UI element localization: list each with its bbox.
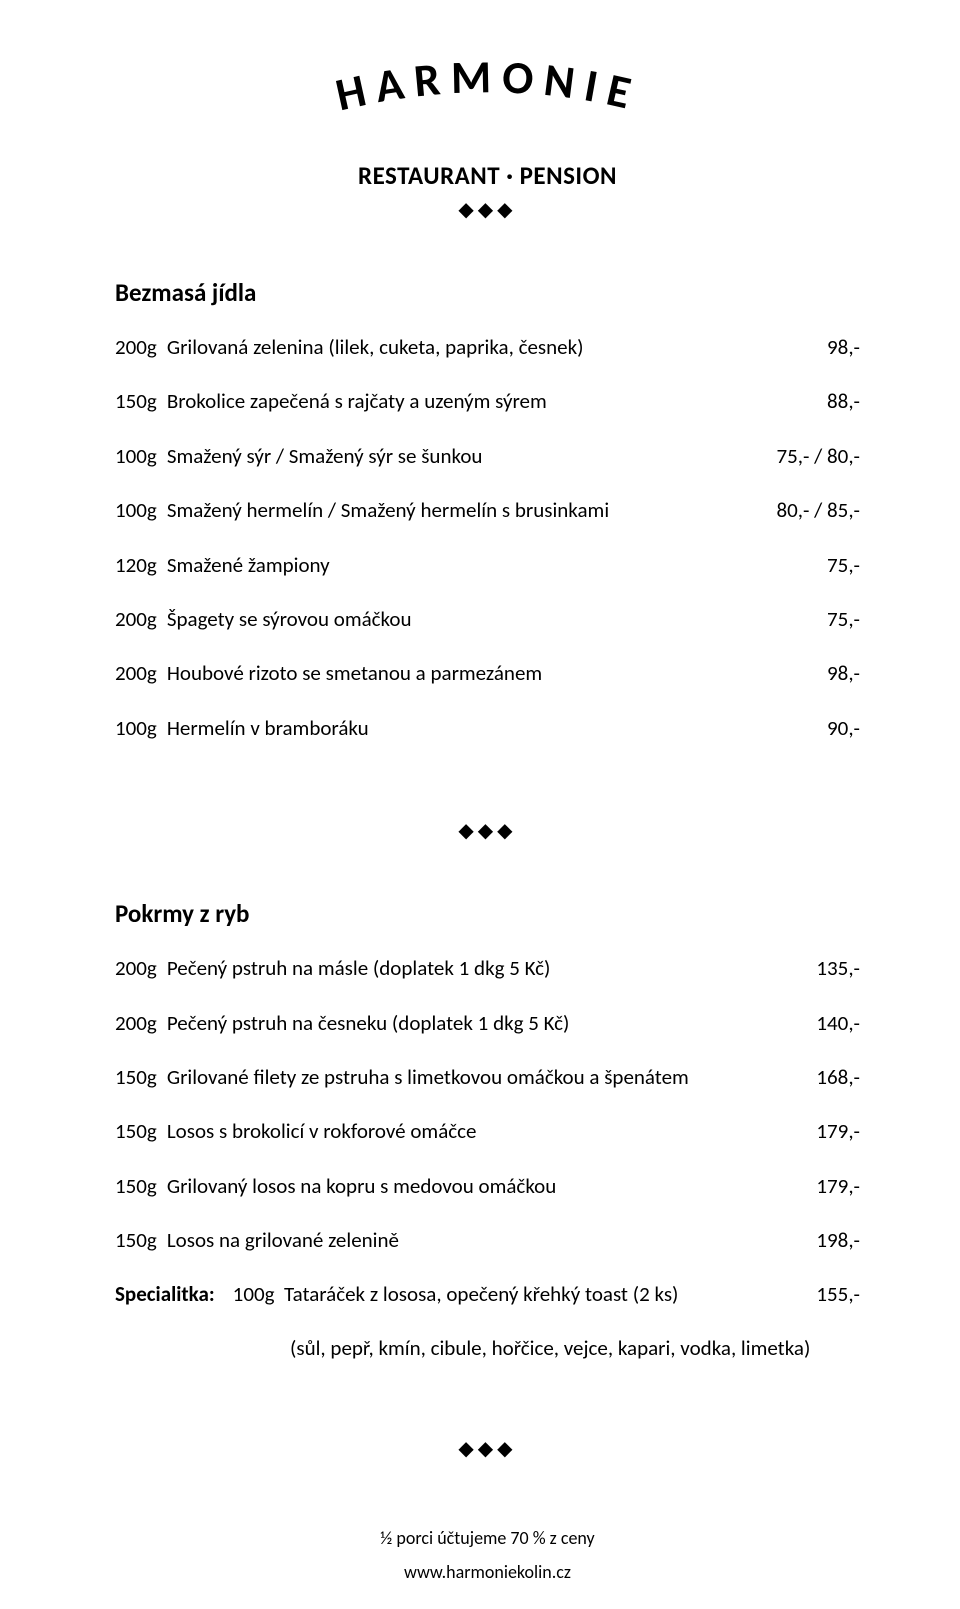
item-price: 75,- (827, 551, 860, 580)
brand-text: HARMONIE (330, 49, 645, 123)
menu-row: 200g Grilovaná zelenina (lilek, cuketa, p… (115, 333, 860, 362)
item-price: 75,- / 80,- (776, 442, 860, 471)
item-desc: Grilované filety ze pstruha s limetkovou… (167, 1063, 799, 1092)
item-desc: Brokolice zapečená s rajčaty a uzeným sý… (167, 387, 809, 416)
item-weight: 100g (115, 496, 157, 525)
item-price: 168,- (816, 1063, 860, 1092)
item-weight: 200g (115, 605, 157, 634)
diamonds-divider-top: ◆◆◆ (115, 197, 860, 222)
menu-row: 150g Losos na grilované zelenině 198,- (115, 1226, 860, 1255)
item-weight: 200g (115, 659, 157, 688)
menu-row: 200g Houbové rizoto se smetanou a parmezá… (115, 659, 860, 688)
item-weight: 200g (115, 1009, 157, 1038)
item-weight: 100g (115, 714, 157, 743)
item-desc: Špagety se sýrovou omáčkou (167, 605, 809, 634)
item-price: 75,- (827, 605, 860, 634)
menu-row: 100g Smažený hermelín / Smažený hermelín … (115, 496, 860, 525)
menu-row: 150g Losos s brokolicí v rokforové omáčce… (115, 1117, 860, 1146)
footer-url: www.harmoniekolin.cz (115, 1555, 860, 1589)
menu-row: 120g Smažené žampiony 75,- (115, 551, 860, 580)
special-desc: 100g Tataráček z lososa, opečený křehký … (233, 1280, 799, 1309)
item-price: 179,- (816, 1172, 860, 1201)
special-price: 155,- (816, 1280, 860, 1309)
item-price: 90,- (827, 714, 860, 743)
item-weight: 200g (115, 954, 157, 983)
menu-row: 100g Smažený sýr / Smažený sýr se šunkou 7… (115, 442, 860, 471)
menu-row: 150g Grilované filety ze pstruha s limetk… (115, 1063, 860, 1092)
item-desc: Smažený hermelín / Smažený hermelín s br… (167, 496, 759, 525)
item-desc: Grilovaná zelenina (lilek, cuketa, papri… (167, 333, 809, 362)
menu-sections: Bezmasá jídla 200g Grilovaná zelenina (lil… (115, 222, 860, 1361)
item-weight: 120g (115, 551, 157, 580)
item-desc: Houbové rizoto se smetanou a parmezánem (167, 659, 809, 688)
item-price: 135,- (816, 954, 860, 983)
menu-row: 100g Hermelín v bramboráku 90,- (115, 714, 860, 743)
item-desc: Hermelín v bramboráku (167, 714, 809, 743)
menu-row: 150g Grilovaný losos na kopru s medovou o… (115, 1172, 860, 1201)
item-desc: Pečený pstruh na česneku (doplatek 1 dkg… (167, 1009, 799, 1038)
page-footer: ½ porci účtujeme 70 % z ceny www.harmoni… (115, 1461, 860, 1589)
item-price: 80,- / 85,- (776, 496, 860, 525)
item-weight: 200g (115, 333, 157, 362)
item-price: 98,- (827, 659, 860, 688)
item-desc: Grilovaný losos na kopru s medovou omáčk… (167, 1172, 799, 1201)
brand-logo: HARMONIE (115, 40, 860, 130)
item-weight: 150g (115, 387, 157, 416)
section-title: Bezmasá jídla (115, 277, 860, 308)
special-row: Specialitka: 100g Tataráček z lososa, ope… (115, 1280, 860, 1309)
item-desc: Losos s brokolicí v rokforové omáčce (167, 1117, 799, 1146)
item-desc: Smažený sýr / Smažený sýr se šunkou (167, 442, 759, 471)
menu-page: HARMONIE RESTAURANT · PENSION ◆◆◆ Bezmas… (0, 0, 960, 1609)
item-weight: 150g (115, 1172, 157, 1201)
section-title: Pokrmy z ryb (115, 898, 860, 929)
menu-row: 200g Pečený pstruh na másle (doplatek 1 d… (115, 954, 860, 983)
item-weight: 150g (115, 1226, 157, 1255)
item-weight: 150g (115, 1117, 157, 1146)
item-weight: 100g (115, 442, 157, 471)
item-price: 88,- (827, 387, 860, 416)
diamonds-divider-mid: ◆◆◆ (115, 818, 860, 843)
footer-portion-note: ½ porci účtujeme 70 % z ceny (115, 1521, 860, 1555)
menu-row: 200g Špagety se sýrovou omáčkou 75,- (115, 605, 860, 634)
item-price: 198,- (816, 1226, 860, 1255)
menu-row: 200g Pečený pstruh na česneku (doplatek 1… (115, 1009, 860, 1038)
special-lead: Specialitka: (115, 1280, 215, 1309)
item-desc: Losos na grilované zelenině (167, 1226, 799, 1255)
subtitle: RESTAURANT · PENSION (115, 160, 860, 191)
item-price: 140,- (816, 1009, 860, 1038)
item-price: 98,- (827, 333, 860, 362)
item-weight: 150g (115, 1063, 157, 1092)
svg-text:HARMONIE: HARMONIE (330, 49, 645, 123)
brand-arch-svg: HARMONIE (273, 40, 703, 130)
diamonds-divider-bottom: ◆◆◆ (115, 1436, 860, 1461)
item-desc: Smažené žampiony (167, 551, 809, 580)
menu-row: 150g Brokolice zapečená s rajčaty a uzený… (115, 387, 860, 416)
item-price: 179,- (816, 1117, 860, 1146)
item-desc: Pečený pstruh na másle (doplatek 1 dkg 5… (167, 954, 799, 983)
special-ingredients: (sůl, pepř, kmín, cibule, hořčice, vejce… (290, 1335, 860, 1361)
